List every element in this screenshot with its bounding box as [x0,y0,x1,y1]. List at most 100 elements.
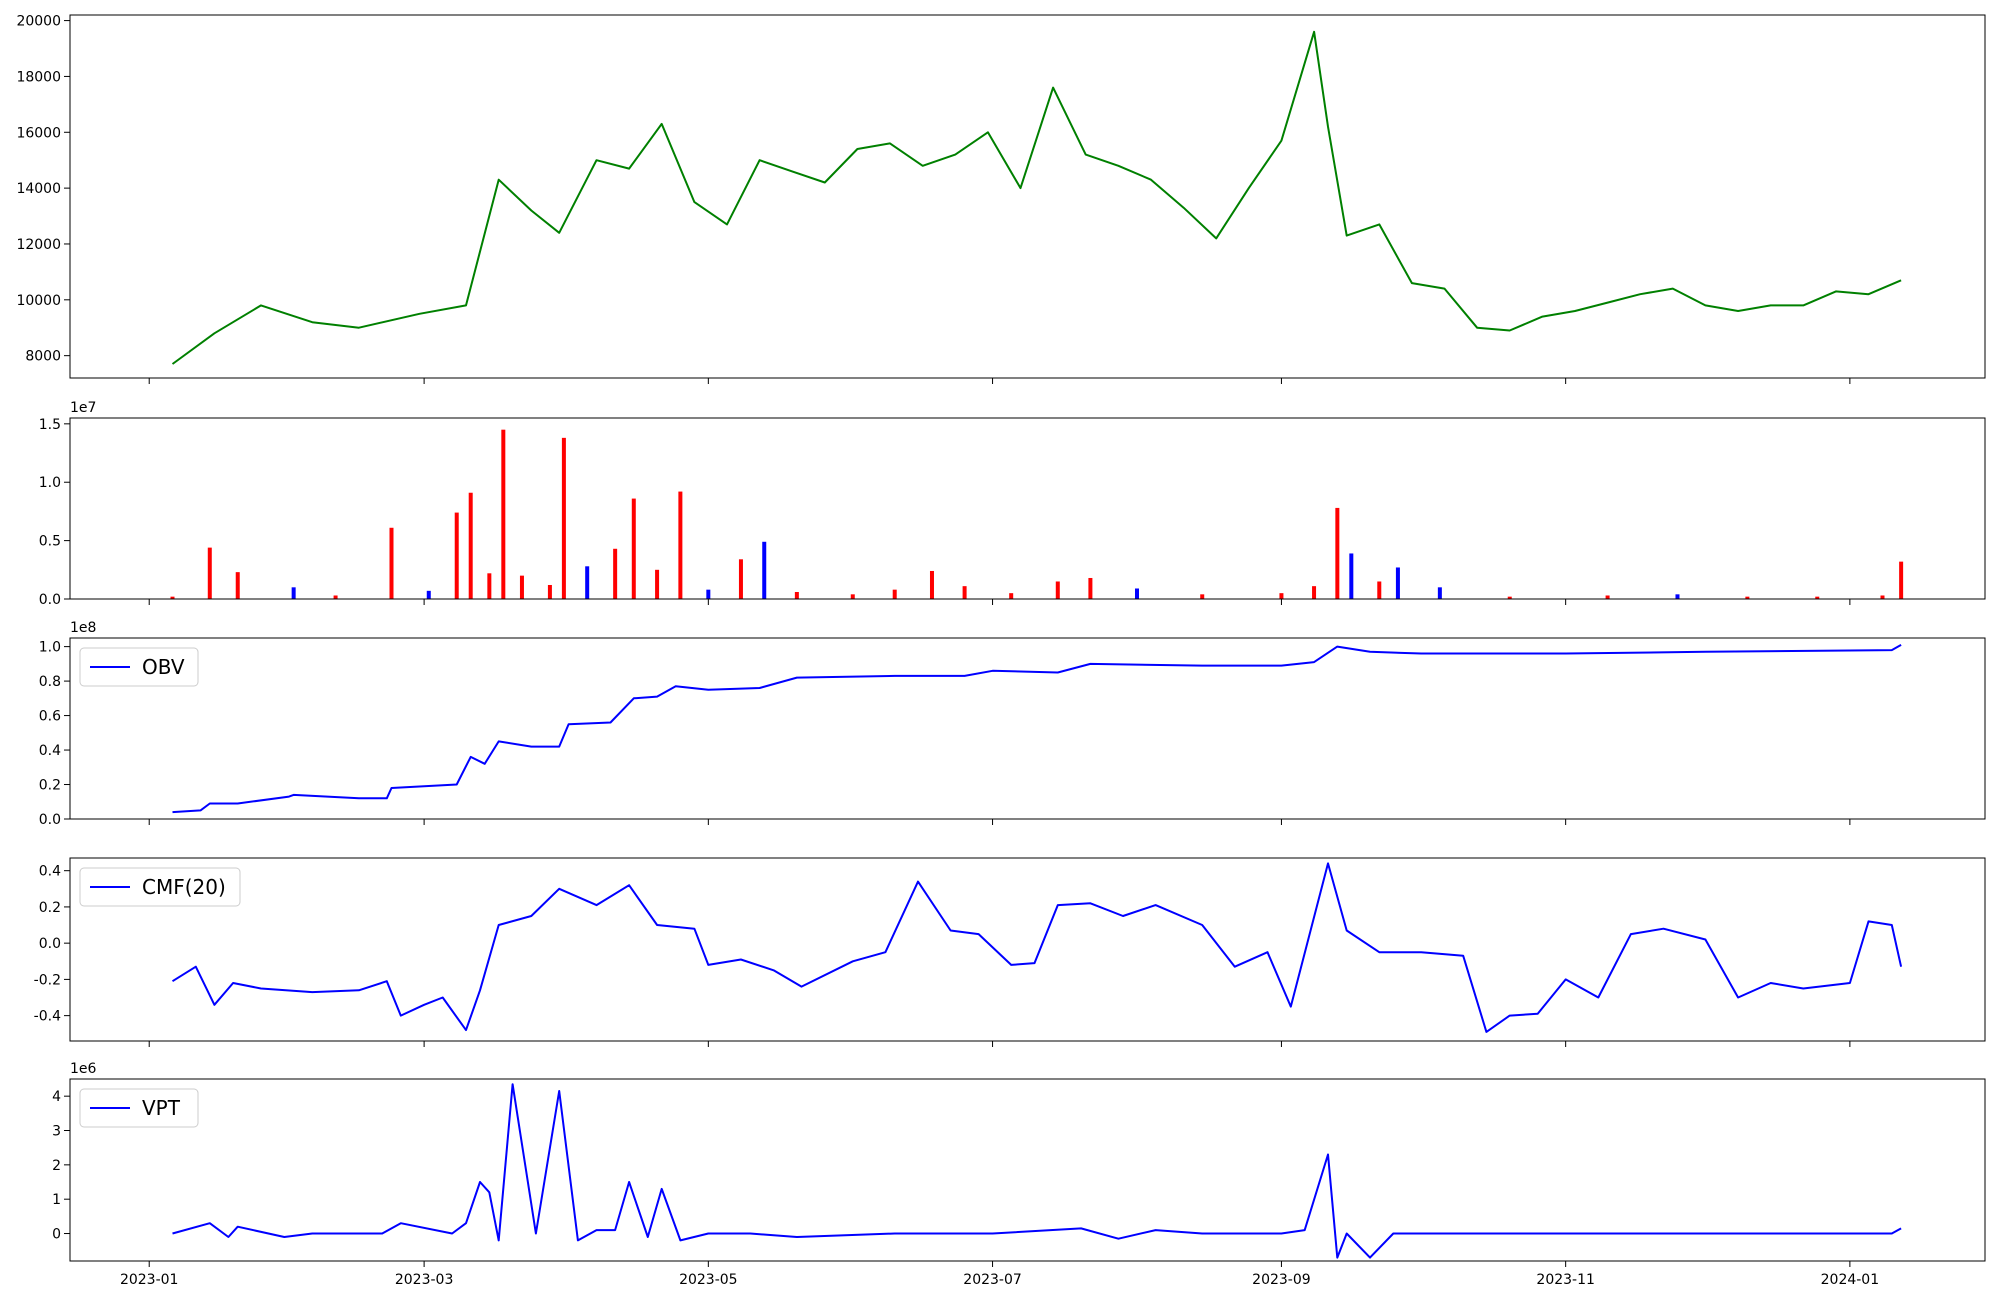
volume-bar [585,566,590,599]
x-tick-label: 2023-03 [395,1272,454,1288]
volume-bar [1200,594,1205,599]
volume-bar [655,569,660,599]
legend-label: OBV [142,655,185,679]
volume-bar [1437,587,1442,599]
y-tick-label: 12000 [16,237,61,253]
volume-bar [850,594,855,599]
volume-bar [519,575,524,599]
volume-bar [762,541,767,599]
x-tick-label: 2023-05 [679,1272,738,1288]
volume-bar [426,590,431,599]
y-tick-label: 0 [52,1227,61,1243]
y-tick-label: 0.4 [39,743,61,759]
volume-bar [1009,593,1014,599]
x-tick-label: 2024-01 [1821,1272,1880,1288]
x-tick-label: 2023-01 [120,1272,179,1288]
y-tick-label: 1.0 [39,640,61,656]
y-tick-label: -0.4 [34,1009,61,1025]
series-line-price [171,30,1902,365]
volume-bar [1395,567,1400,599]
volume-bar [892,589,897,599]
y-tick-label: 1.5 [39,417,61,433]
axis-offset-label: 1e8 [70,620,96,636]
volume-bar [1815,596,1820,599]
y-tick-label: 8000 [25,349,61,365]
axes-frame [69,857,1986,1042]
volume-bar [389,527,394,599]
y-tick-label: -0.2 [34,972,61,988]
volume-bar [170,596,175,599]
y-tick-label: 3 [52,1124,61,1140]
volume-bar [1312,586,1317,599]
panel-price: 8000 10000 12000 14000 16000 18000 20000 [16,14,1986,384]
y-tick-label: 1.0 [39,475,61,491]
panel-vpt: 0 1 2 3 4 1e6 VPT 2023-01 2023-03 2023-05 2023-07 2… [52,1061,1986,1288]
y-tick-label: 0.0 [39,592,61,608]
volume-bar [547,584,552,599]
legend-box [79,1088,199,1128]
series-line-cmf-20- [171,862,1903,1033]
y-tick-label: 14000 [16,181,61,197]
volume-bar [207,547,212,599]
series-line-vpt [172,1083,1902,1259]
axes-frame [69,637,1986,820]
volume-bar [1134,588,1139,599]
y-tick-label: 0.2 [39,778,61,794]
volume-bar [468,492,473,599]
volume-bar [1507,596,1512,599]
y-tick-label: 0.0 [39,812,61,828]
volume-bar [1088,577,1093,599]
y-tick-label: 20000 [16,14,61,30]
axis-offset-label: 1e6 [70,1061,97,1077]
volume-bar [1899,561,1904,599]
y-tick-label: 0.4 [39,864,61,880]
volume-bar [1279,593,1284,599]
legend-box [79,867,241,907]
volume-bar [738,559,743,599]
series-line-obv [172,644,1902,814]
legend-label: VPT [142,1096,181,1120]
volume-bar [1605,595,1610,599]
volume-bar [1880,595,1885,599]
y-tick-label: 10000 [16,293,61,309]
volume-bar [706,589,711,599]
volume-bar [1377,581,1382,599]
volume-bar [454,512,459,599]
y-tick-label: 16000 [16,125,61,141]
volume-bar [1055,581,1060,599]
x-tick-label: 2023-11 [1536,1272,1595,1288]
y-tick-label: 0.6 [39,709,61,725]
y-tick-label: 0.0 [39,936,61,952]
volume-bar [678,491,683,599]
volume-bar [1675,594,1680,599]
x-tick-label: 2023-07 [963,1272,1022,1288]
axis-offset-label: 1e7 [70,400,96,416]
x-tick-label: 2023-09 [1252,1272,1311,1288]
volume-bar [487,573,492,599]
volume-bar [1349,553,1354,599]
volume-bar [631,498,636,599]
y-tick-label: 0.8 [39,674,61,690]
volume-bar [613,548,618,599]
volume-bar [235,572,240,599]
volume-bar [333,595,338,599]
y-tick-label: 4 [52,1089,61,1105]
volume-bar [501,429,506,599]
y-tick-label: 0.5 [39,534,61,550]
volume-bar [929,570,934,599]
legend-box [79,647,199,687]
volume-bar [291,587,296,599]
panel-cmf-20-: -0.4 -0.2 0.0 0.2 0.4 CMF(20) [34,857,1986,1047]
legend-label: CMF(20) [142,875,226,899]
volume-bar [1335,507,1340,599]
volume-bar [794,591,799,599]
y-tick-label: 0.2 [39,900,61,916]
y-tick-label: 1 [52,1192,61,1208]
axes-frame [69,14,1986,379]
volume-bar [1745,596,1750,599]
volume-bar [561,437,566,599]
axes-frame [69,417,1986,600]
axes-frame [69,1078,1986,1262]
